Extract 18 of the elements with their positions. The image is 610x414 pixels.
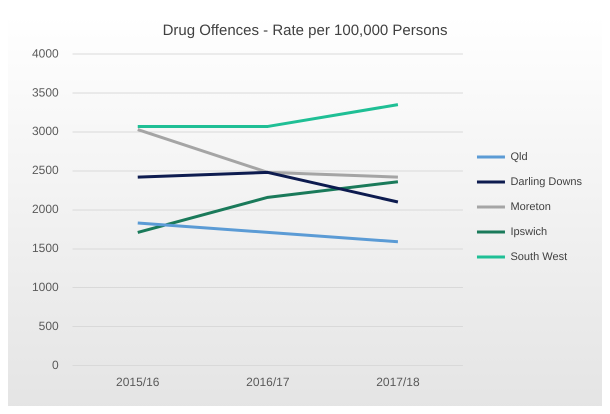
y-tick-label: 3500: [32, 85, 60, 100]
x-tick-label: 2015/16: [116, 375, 160, 390]
y-tick-label: 1000: [32, 280, 60, 294]
y-tick-label: 3000: [32, 124, 60, 138]
legend-label: Qld: [510, 151, 528, 164]
x-tick-label: 2016/17: [246, 375, 290, 390]
legend-label: Moreton: [510, 201, 551, 214]
x-tick-label: 2017/18: [376, 375, 420, 390]
chart-title: Drug Offences - Rate per 100,000 Persons: [162, 22, 448, 40]
legend-label: South West: [510, 251, 568, 264]
y-tick-label: 4000: [32, 46, 60, 60]
y-tick-label: 2000: [32, 202, 60, 216]
legend-label: Ipswich: [510, 226, 548, 238]
y-tick-label: 500: [38, 318, 60, 333]
y-tick-label: 2500: [32, 163, 60, 178]
y-tick-label: 0: [52, 358, 60, 372]
y-tick-label: 1500: [32, 241, 60, 256]
legend-label: Darling Downs: [510, 176, 582, 188]
